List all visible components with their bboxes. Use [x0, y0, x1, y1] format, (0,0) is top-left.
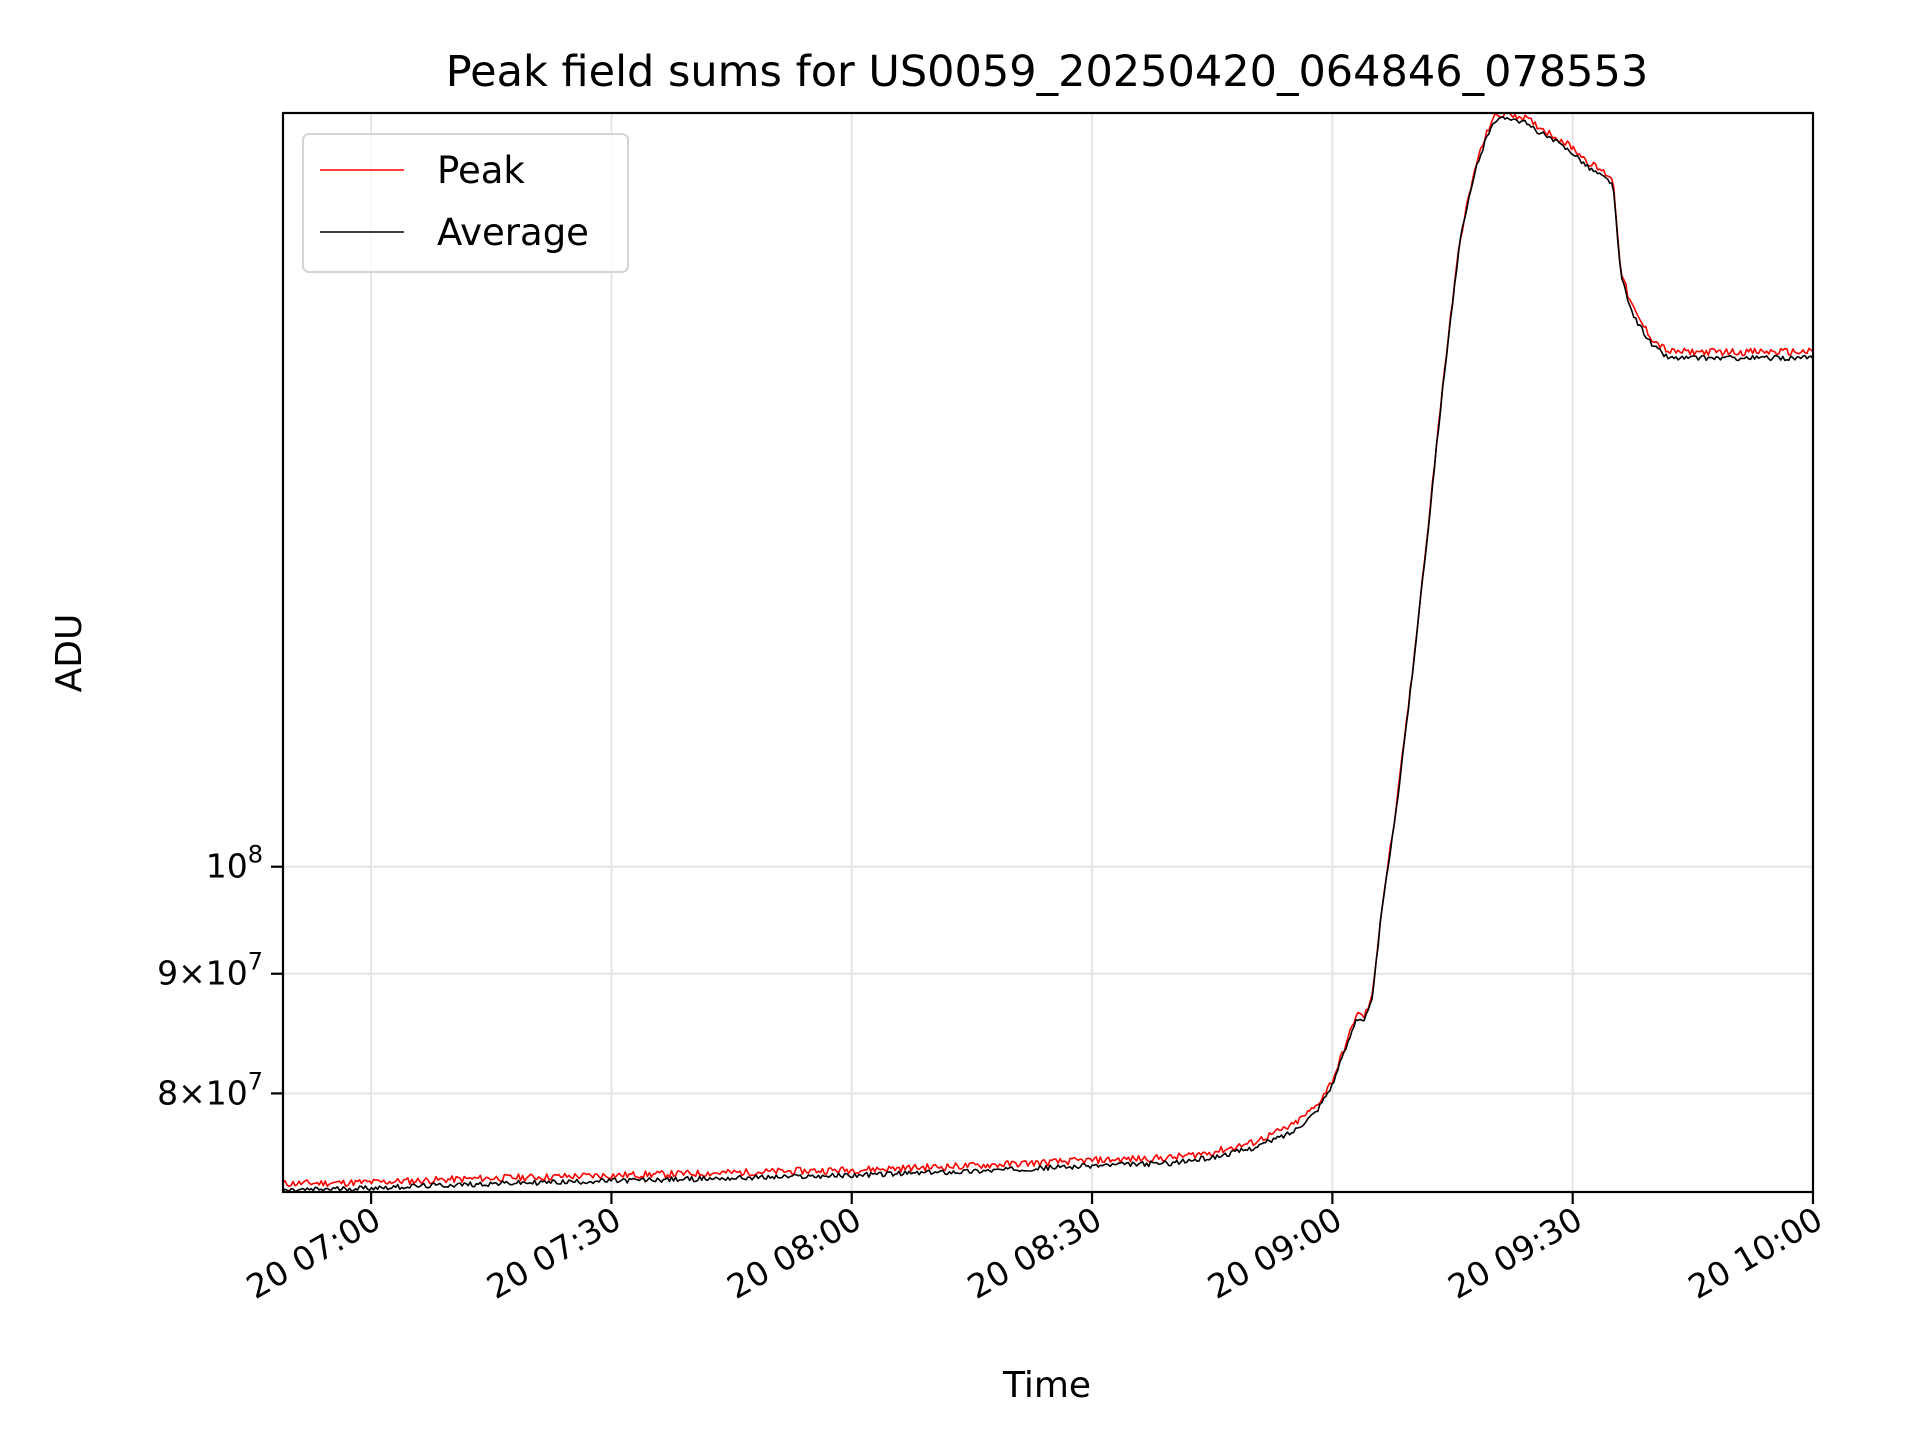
chart-title: Peak field sums for US0059_20250420_0648…: [446, 47, 1649, 97]
series-line-average: [282, 115, 1814, 1193]
legend: Peak Average: [302, 133, 629, 273]
y-axis-label: ADU: [49, 614, 90, 693]
series-group: [282, 112, 1814, 1193]
x-axis-label: Time: [1002, 1365, 1091, 1406]
y-tick-label: 9×107: [157, 948, 263, 993]
legend-box: [302, 133, 629, 273]
plot-area: [281, 111, 1815, 1194]
legend-label-peak: Peak: [437, 149, 525, 192]
y-tick-label: 8×107: [157, 1067, 263, 1112]
legend-label-average: Average: [437, 211, 589, 254]
